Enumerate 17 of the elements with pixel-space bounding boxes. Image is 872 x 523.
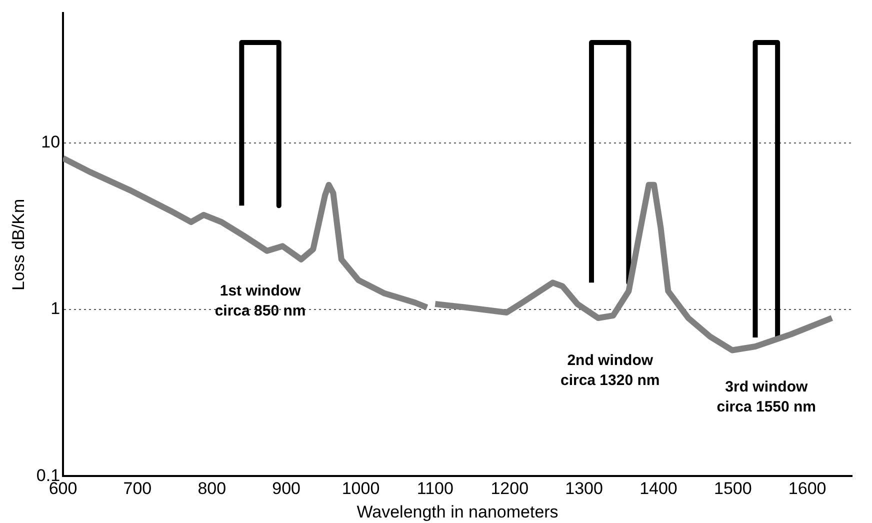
y-tick-label: 1 xyxy=(50,299,60,318)
x-axis-title: Wavelength in nanometers xyxy=(356,502,558,522)
annotation: 3rd window circa 1550 nm xyxy=(716,378,816,416)
x-tick-label: 1100 xyxy=(416,479,454,498)
x-tick-label: 700 xyxy=(123,479,152,498)
y-tick-label: 10 xyxy=(41,132,60,152)
x-tick-label: 1300 xyxy=(565,479,603,498)
x-tick-label: 1400 xyxy=(640,479,678,498)
x-tick-label: 1200 xyxy=(490,479,529,498)
x-tick-label: 1600 xyxy=(788,479,826,498)
x-tick-label: 900 xyxy=(272,479,301,498)
x-tick-label: 800 xyxy=(198,479,226,498)
x-tick-label: 1500 xyxy=(714,479,752,498)
annotation: 2nd window circa 1320 nm xyxy=(560,352,660,390)
y-axis-title: Loss dB/Km xyxy=(8,198,28,291)
annotation: 1st window circa 850 nm xyxy=(214,282,306,320)
x-tick-label: 1000 xyxy=(342,479,380,498)
